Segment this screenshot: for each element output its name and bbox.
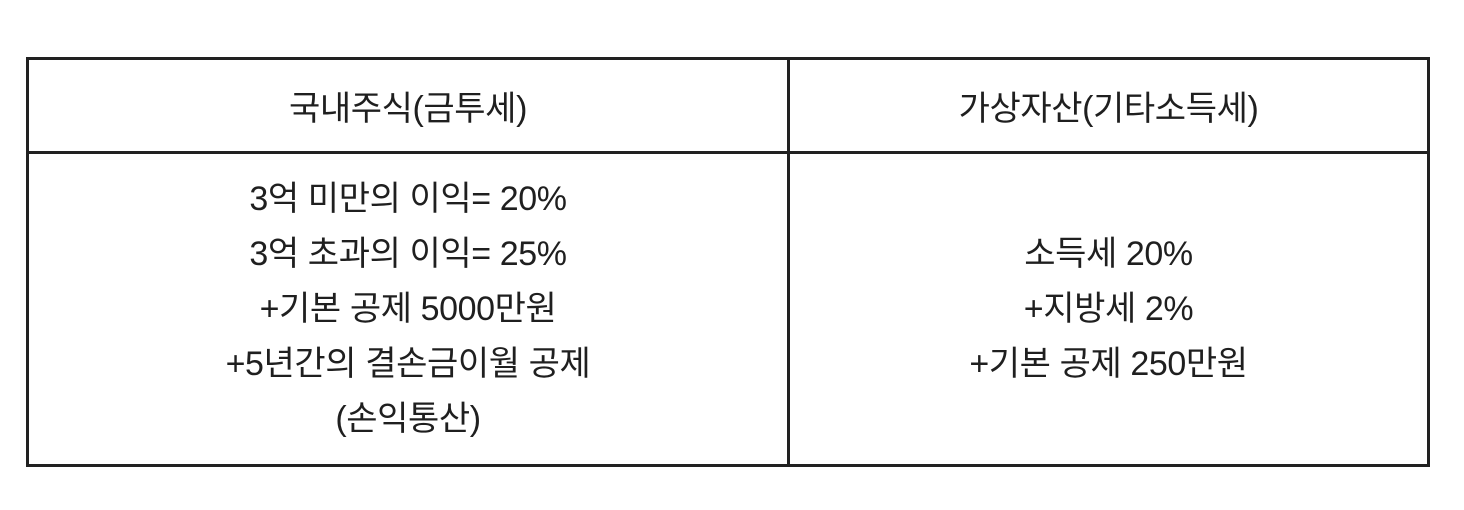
- cell-domestic-stock-details: 3억 미만의 이익= 20% 3억 초과의 이익= 25% +기본 공제 500…: [26, 151, 790, 467]
- virtual-asset-line: 소득세 20%: [1024, 234, 1193, 273]
- table-row: 3억 미만의 이익= 20% 3억 초과의 이익= 25% +기본 공제 500…: [26, 151, 1430, 467]
- domestic-stock-line: +5년간의 결손금이월 공제: [225, 344, 591, 383]
- column-header-virtual-asset: 가상자산(기타소득세): [787, 57, 1430, 154]
- domestic-stock-line: (손익통산): [335, 399, 481, 438]
- cell-virtual-asset-details: 소득세 20% +지방세 2% +기본 공제 250만원: [787, 151, 1430, 467]
- table-header-row: 국내주식(금투세) 가상자산(기타소득세): [26, 57, 1430, 154]
- table-body: 3억 미만의 이익= 20% 3억 초과의 이익= 25% +기본 공제 500…: [26, 151, 1430, 467]
- column-header-domestic-stock: 국내주식(금투세): [26, 57, 790, 154]
- domestic-stock-line: 3억 초과의 이익= 25%: [249, 234, 567, 273]
- virtual-asset-line: +기본 공제 250만원: [969, 344, 1248, 383]
- domestic-stock-line: +기본 공제 5000만원: [259, 289, 557, 328]
- table-header: 국내주식(금투세) 가상자산(기타소득세): [26, 57, 1430, 154]
- domestic-stock-line: 3억 미만의 이익= 20%: [249, 179, 567, 218]
- domestic-stock-line-list: 3억 미만의 이익= 20% 3억 초과의 이익= 25% +기본 공제 500…: [29, 172, 787, 447]
- tax-comparison-table: 국내주식(금투세) 가상자산(기타소득세) 3억 미만의 이익= 20% 3억 …: [26, 57, 1430, 467]
- virtual-asset-line: +지방세 2%: [1023, 289, 1194, 328]
- virtual-asset-line-list: 소득세 20% +지방세 2% +기본 공제 250만원: [790, 227, 1427, 392]
